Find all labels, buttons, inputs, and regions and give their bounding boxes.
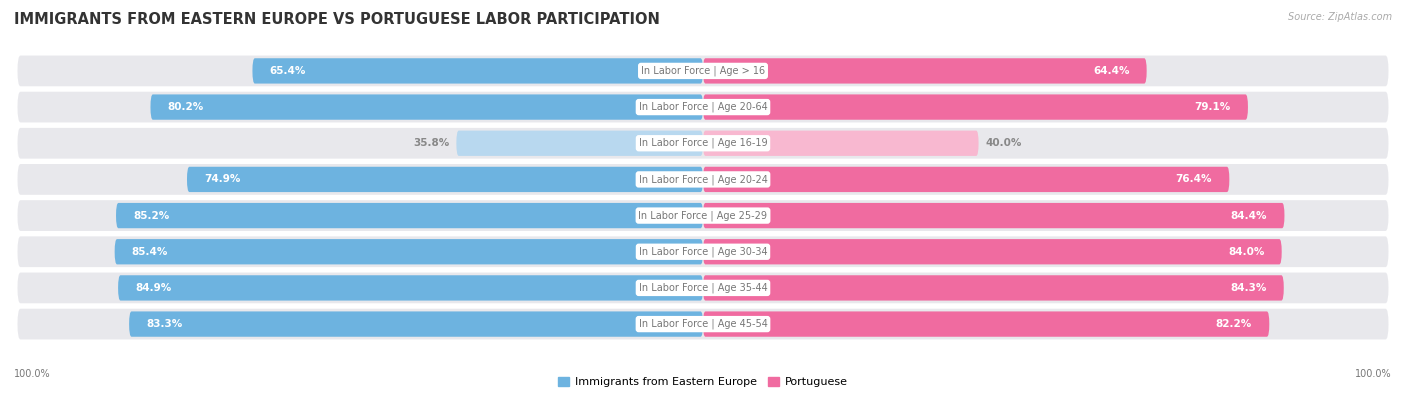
FancyBboxPatch shape <box>115 239 703 264</box>
FancyBboxPatch shape <box>17 200 1389 231</box>
FancyBboxPatch shape <box>17 273 1389 303</box>
Text: 85.2%: 85.2% <box>134 211 170 220</box>
Text: In Labor Force | Age 35-44: In Labor Force | Age 35-44 <box>638 283 768 293</box>
Text: IMMIGRANTS FROM EASTERN EUROPE VS PORTUGUESE LABOR PARTICIPATION: IMMIGRANTS FROM EASTERN EUROPE VS PORTUG… <box>14 12 659 27</box>
Text: 76.4%: 76.4% <box>1175 175 1212 184</box>
FancyBboxPatch shape <box>703 167 1229 192</box>
Text: 100.0%: 100.0% <box>14 369 51 379</box>
Text: In Labor Force | Age 30-34: In Labor Force | Age 30-34 <box>638 246 768 257</box>
FancyBboxPatch shape <box>117 203 703 228</box>
Text: 80.2%: 80.2% <box>167 102 204 112</box>
FancyBboxPatch shape <box>17 56 1389 86</box>
Text: In Labor Force | Age 16-19: In Labor Force | Age 16-19 <box>638 138 768 149</box>
FancyBboxPatch shape <box>703 275 1284 301</box>
Text: 74.9%: 74.9% <box>204 175 240 184</box>
Text: 100.0%: 100.0% <box>1355 369 1392 379</box>
FancyBboxPatch shape <box>703 58 1147 84</box>
Text: 79.1%: 79.1% <box>1195 102 1230 112</box>
FancyBboxPatch shape <box>703 203 1285 228</box>
FancyBboxPatch shape <box>118 275 703 301</box>
FancyBboxPatch shape <box>703 239 1282 264</box>
Text: 64.4%: 64.4% <box>1092 66 1129 76</box>
Text: In Labor Force | Age 20-64: In Labor Force | Age 20-64 <box>638 102 768 112</box>
Text: 84.3%: 84.3% <box>1230 283 1267 293</box>
Text: 84.9%: 84.9% <box>135 283 172 293</box>
FancyBboxPatch shape <box>703 131 979 156</box>
FancyBboxPatch shape <box>457 131 703 156</box>
FancyBboxPatch shape <box>17 236 1389 267</box>
FancyBboxPatch shape <box>187 167 703 192</box>
FancyBboxPatch shape <box>150 94 703 120</box>
Text: 35.8%: 35.8% <box>413 138 450 148</box>
FancyBboxPatch shape <box>17 309 1389 339</box>
Text: 85.4%: 85.4% <box>132 247 169 257</box>
FancyBboxPatch shape <box>703 311 1270 337</box>
Text: 83.3%: 83.3% <box>146 319 183 329</box>
Legend: Immigrants from Eastern Europe, Portuguese: Immigrants from Eastern Europe, Portugue… <box>558 376 848 387</box>
Text: 40.0%: 40.0% <box>986 138 1022 148</box>
Text: In Labor Force | Age 25-29: In Labor Force | Age 25-29 <box>638 210 768 221</box>
Text: Source: ZipAtlas.com: Source: ZipAtlas.com <box>1288 12 1392 22</box>
FancyBboxPatch shape <box>17 92 1389 122</box>
FancyBboxPatch shape <box>703 94 1249 120</box>
Text: 82.2%: 82.2% <box>1216 319 1253 329</box>
Text: In Labor Force | Age 45-54: In Labor Force | Age 45-54 <box>638 319 768 329</box>
FancyBboxPatch shape <box>129 311 703 337</box>
Text: 65.4%: 65.4% <box>270 66 307 76</box>
Text: 84.0%: 84.0% <box>1227 247 1264 257</box>
Text: In Labor Force | Age 20-24: In Labor Force | Age 20-24 <box>638 174 768 185</box>
FancyBboxPatch shape <box>17 164 1389 195</box>
FancyBboxPatch shape <box>17 128 1389 159</box>
FancyBboxPatch shape <box>253 58 703 84</box>
Text: 84.4%: 84.4% <box>1230 211 1267 220</box>
Text: In Labor Force | Age > 16: In Labor Force | Age > 16 <box>641 66 765 76</box>
